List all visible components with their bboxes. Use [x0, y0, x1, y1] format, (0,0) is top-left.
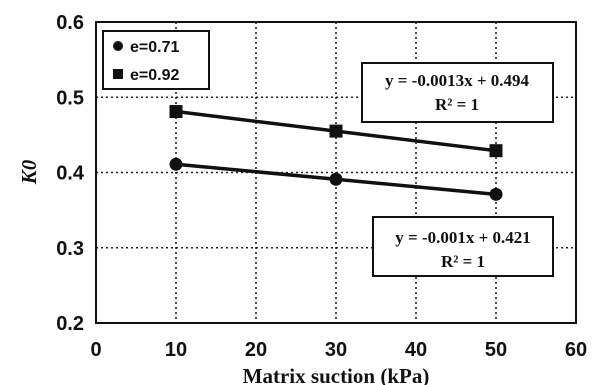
data-point	[329, 124, 343, 138]
data-point	[329, 172, 343, 186]
equation-box-frame	[372, 216, 554, 277]
equation-box-frame	[361, 62, 554, 123]
y-tick-label: 0.2	[56, 313, 84, 335]
x-tick-label: 20	[245, 339, 267, 361]
data-point	[169, 157, 183, 171]
legend-marker-e092	[113, 69, 123, 79]
x-tick-label: 40	[405, 339, 427, 361]
tick-labels: 0 10 20 30 40 50 60 0.2 0.3 0.4 0.5 0.6	[56, 12, 587, 361]
y-axis-title: K0	[17, 159, 41, 185]
x-tick-label: 50	[485, 339, 507, 361]
equation-box-e071: y = -0.001x + 0.421 R² = 1	[372, 216, 554, 277]
r2-e092: R² = 1	[435, 95, 479, 114]
plot-frame	[95, 21, 577, 324]
x-axis-title: Matrix suction (kPa)	[243, 364, 430, 385]
legend-label-e071: e=0.71	[130, 39, 179, 56]
equation-box-e092: y = -0.0013x + 0.494 R² = 1	[361, 62, 554, 123]
series-layer	[169, 105, 503, 201]
x-tick-label: 60	[565, 339, 587, 361]
y-tick-label: 0.5	[56, 87, 84, 109]
equation-e092: y = -0.0013x + 0.494	[385, 71, 530, 90]
y-tick-label: 0.4	[56, 163, 85, 185]
legend-box	[102, 30, 210, 90]
x-tick-label: 10	[165, 339, 187, 361]
legend: e=0.71 e=0.92	[102, 30, 210, 90]
r2-e071: R² = 1	[441, 252, 485, 271]
legend-marker-e071	[113, 41, 123, 51]
y-tick-label: 0.3	[56, 238, 84, 260]
data-point	[169, 105, 183, 119]
legend-label-e092: e=0.92	[130, 67, 179, 84]
y-tick-label: 0.6	[56, 12, 84, 34]
data-point	[489, 187, 503, 201]
data-point	[489, 144, 503, 158]
x-tick-label: 0	[90, 339, 101, 361]
equation-e071: y = -0.001x + 0.421	[395, 228, 531, 247]
x-tick-label: 30	[325, 339, 347, 361]
